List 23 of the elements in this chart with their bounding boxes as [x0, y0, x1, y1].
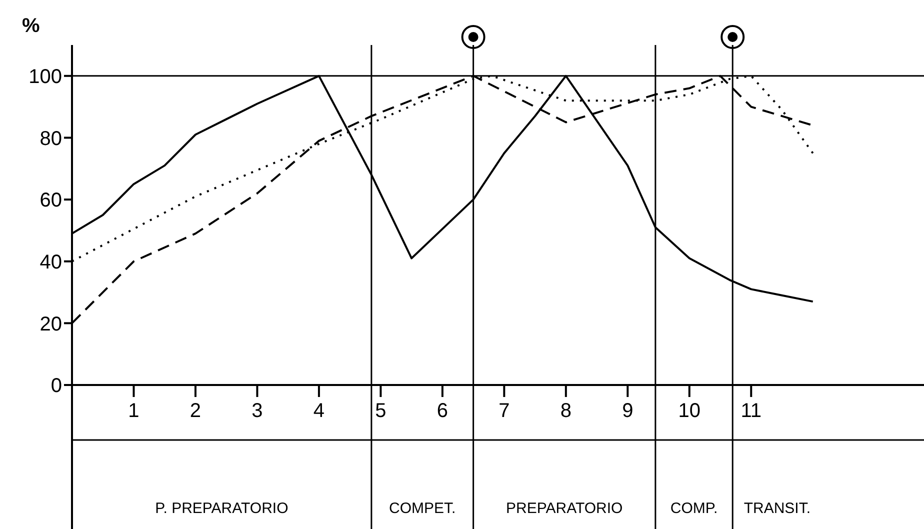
x-tick-label: 9	[622, 400, 634, 422]
y-axis-title: %	[22, 15, 40, 37]
y-tick-label: 20	[40, 313, 62, 336]
x-tick-label: 1	[128, 400, 140, 422]
text: TRANSIT.	[744, 500, 811, 517]
y-tick-label: 0	[50, 375, 62, 398]
text: PREPARATORIO	[506, 500, 623, 517]
x-tick-label: 6	[436, 400, 448, 422]
x-tick-label: 5	[375, 400, 386, 422]
x-tick-label: 11	[740, 400, 762, 422]
y-tick-label: 100	[28, 66, 62, 88]
text: P. PREPARATORIO	[155, 500, 288, 517]
text: COMPET.	[389, 500, 456, 517]
x-tick-label: 2	[190, 400, 202, 422]
x-tick-label: 4	[313, 400, 325, 422]
x-tick-label: 7	[498, 400, 510, 422]
x-tick-label: 8	[560, 400, 572, 422]
x-tick-label: 10	[678, 400, 701, 422]
x-tick-label: 3	[252, 400, 263, 422]
text: COMP.	[670, 500, 718, 517]
y-tick-label: 40	[40, 251, 62, 274]
y-tick-label: 80	[40, 128, 62, 150]
y-tick-label: 60	[40, 190, 62, 212]
